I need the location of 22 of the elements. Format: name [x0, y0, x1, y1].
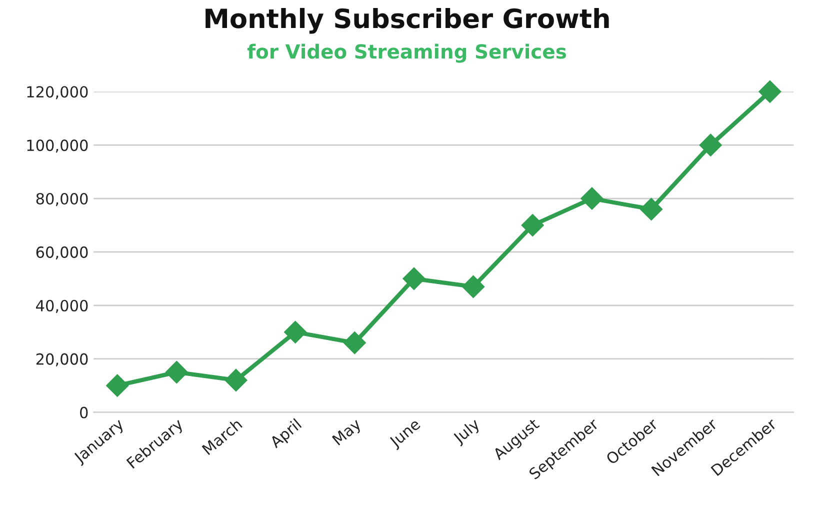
- point: [284, 320, 307, 344]
- point: [521, 214, 544, 237]
- chart-title: Monthly Subscriber Growth: [206, 8, 609, 34]
- y-tick-label: 40,000: [36, 300, 88, 313]
- y-tick-label: 80,000: [36, 192, 88, 206]
- point: [224, 368, 248, 392]
- point: [106, 374, 129, 397]
- x-tick-label: May: [332, 418, 364, 448]
- y-tick-label: 20,000: [36, 353, 88, 366]
- point: [758, 80, 782, 103]
- point: [580, 187, 604, 210]
- point: [462, 275, 485, 298]
- chart-subtitle: for Video Streaming Services: [247, 44, 566, 63]
- y-tick-label: 120,000: [27, 86, 88, 100]
- point: [343, 331, 366, 354]
- point: [402, 267, 426, 290]
- y-tick-label: 0: [80, 406, 88, 418]
- y-tick-label: 100,000: [27, 140, 88, 153]
- point: [165, 360, 188, 384]
- point: [699, 134, 722, 156]
- point: [640, 198, 663, 221]
- y-tick-label: 60,000: [36, 246, 88, 260]
